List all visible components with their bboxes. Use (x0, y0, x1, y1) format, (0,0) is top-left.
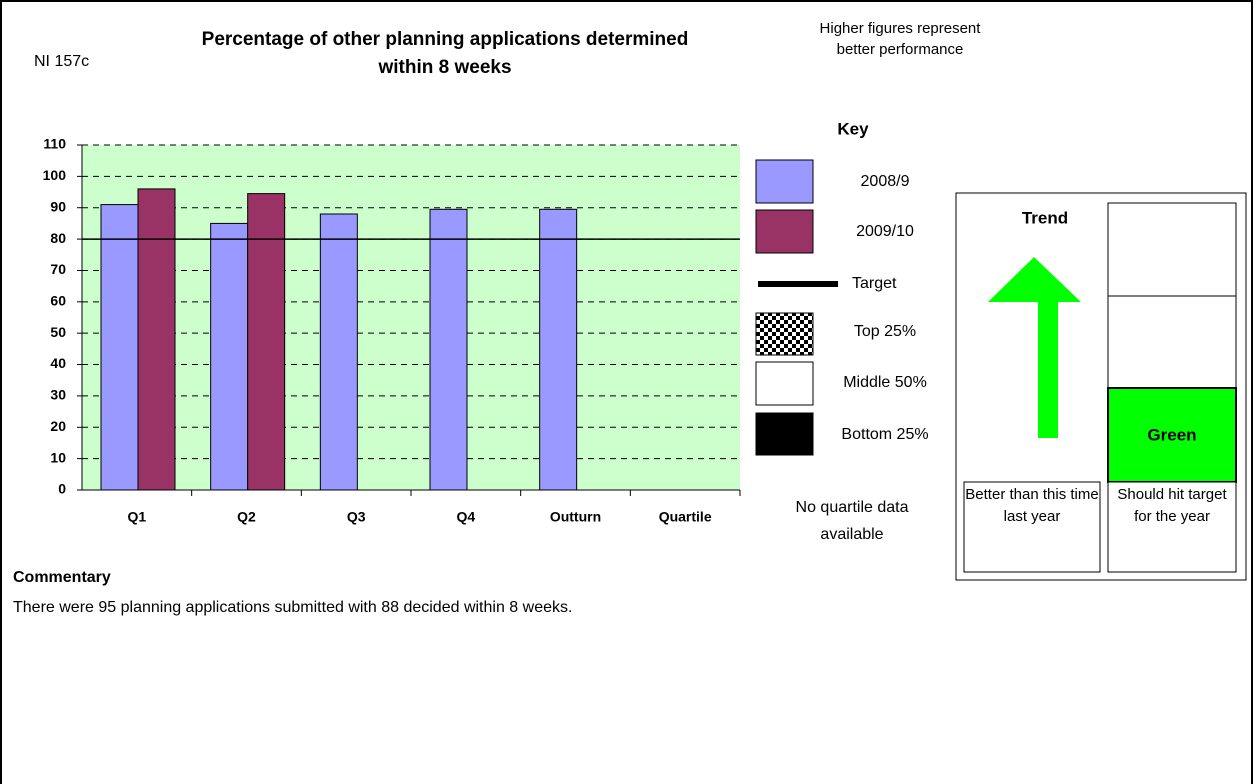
x-tick-label: Q4 (456, 509, 475, 525)
trend-heading: Trend (1022, 208, 1068, 227)
status-box (1107, 295, 1237, 389)
bar (210, 222, 249, 491)
y-tick-label: 40 (50, 355, 66, 371)
legend-label: Target (852, 275, 897, 292)
y-tick-label: 30 (50, 387, 66, 403)
y-tick-label: 110 (43, 136, 66, 152)
caption-box (963, 481, 1101, 573)
bar (100, 204, 139, 491)
legend-swatch (755, 209, 814, 254)
y-tick-label: 70 (50, 261, 66, 277)
status-label: Green (1147, 425, 1196, 444)
y-tick-label: 0 (58, 481, 66, 497)
y-tick-label: 10 (50, 449, 66, 465)
chart-title: Percentage of other planning application… (201, 29, 689, 78)
legend-label: 2009/10 (856, 223, 914, 240)
key-bottom-swatch (755, 412, 814, 456)
commentary-heading: Commentary (13, 569, 111, 586)
performance-note: Higher figures represent better performa… (819, 20, 981, 58)
legend-swatch (758, 281, 838, 287)
legend-label: 2008/9 (861, 173, 910, 190)
indicator-code: NI 157c (34, 53, 89, 70)
x-tick-label: Quartile (659, 509, 712, 525)
key-label: Top 25% (854, 323, 916, 340)
x-tick-label: Outturn (550, 509, 601, 525)
y-tick-label: 80 (50, 230, 66, 246)
key-title: Key (837, 119, 869, 138)
key-label: Bottom 25% (841, 426, 928, 443)
caption-box (1107, 481, 1237, 573)
bar (247, 193, 286, 491)
bar (429, 208, 468, 491)
commentary-text: There were 95 planning applications subm… (13, 599, 572, 616)
key-top-swatch (755, 312, 814, 356)
plot-background (82, 145, 740, 490)
y-tick-label: 20 (50, 418, 66, 434)
y-tick-label: 100 (43, 167, 67, 183)
bar (319, 213, 358, 491)
y-tick-label: 50 (50, 324, 66, 340)
trend-caption: Better than this time last year (965, 486, 1099, 525)
y-tick-label: 90 (50, 198, 66, 214)
key-middle-swatch (755, 361, 814, 406)
status-caption: Should hit target for the year (1117, 486, 1227, 525)
key-label: Middle 50% (843, 374, 927, 391)
trend-arrow (988, 257, 1081, 438)
bar (137, 188, 176, 491)
x-tick-label: Q1 (127, 509, 146, 525)
status-box (1107, 202, 1237, 297)
x-tick-label: Q3 (347, 509, 366, 525)
x-tick-label: Q2 (237, 509, 256, 525)
quartile-note: No quartile data available (795, 499, 909, 543)
bar (539, 208, 578, 491)
legend-swatch (755, 159, 814, 204)
y-tick-label: 60 (50, 293, 66, 309)
